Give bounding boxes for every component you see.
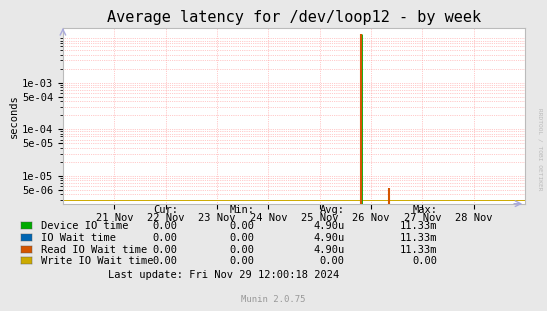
Text: Min:: Min: [229, 205, 254, 215]
Text: 0.00: 0.00 [229, 221, 254, 231]
Text: 0.00: 0.00 [229, 245, 254, 255]
Text: 0.00: 0.00 [412, 256, 438, 266]
Text: RRDTOOL / TOBI OETIKER: RRDTOOL / TOBI OETIKER [537, 108, 543, 191]
Text: 11.33m: 11.33m [400, 221, 438, 231]
Y-axis label: seconds: seconds [9, 94, 19, 138]
Text: Write IO Wait time: Write IO Wait time [41, 256, 154, 266]
Text: IO Wait time: IO Wait time [41, 233, 116, 243]
Text: 0.00: 0.00 [229, 256, 254, 266]
Text: Max:: Max: [412, 205, 438, 215]
Text: 11.33m: 11.33m [400, 245, 438, 255]
Text: 4.90u: 4.90u [313, 221, 345, 231]
Title: Average latency for /dev/loop12 - by week: Average latency for /dev/loop12 - by wee… [107, 11, 481, 26]
Text: 11.33m: 11.33m [400, 233, 438, 243]
Text: 4.90u: 4.90u [313, 245, 345, 255]
Text: 0.00: 0.00 [153, 221, 178, 231]
Text: 0.00: 0.00 [153, 233, 178, 243]
Text: 0.00: 0.00 [319, 256, 345, 266]
Text: Cur:: Cur: [153, 205, 178, 215]
Text: 0.00: 0.00 [153, 256, 178, 266]
Text: 0.00: 0.00 [153, 245, 178, 255]
Text: Device IO time: Device IO time [41, 221, 129, 231]
Text: 0.00: 0.00 [229, 233, 254, 243]
Text: Munin 2.0.75: Munin 2.0.75 [241, 295, 306, 304]
Text: Avg:: Avg: [319, 205, 345, 215]
Text: Read IO Wait time: Read IO Wait time [41, 245, 147, 255]
Text: 4.90u: 4.90u [313, 233, 345, 243]
Text: Last update: Fri Nov 29 12:00:18 2024: Last update: Fri Nov 29 12:00:18 2024 [108, 270, 339, 280]
